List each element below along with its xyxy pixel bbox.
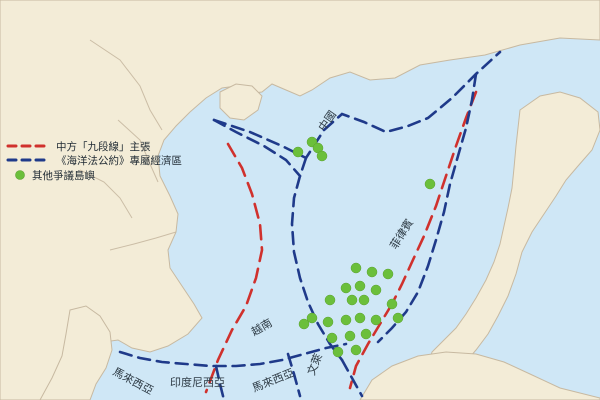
borneo-land [359,351,600,400]
internal-borders [79,39,177,251]
nine-dash-line [204,90,478,394]
island-dot [340,282,352,294]
island-dot [382,268,394,280]
island-dot [316,150,328,162]
legend: 中方「九段線」主張 《海洋法公約》專屬經濟區 其他爭議島嶼 [6,140,182,182]
island-dot [354,280,366,292]
legend-label-eez: 《海洋法公約》專屬經濟區 [56,154,182,167]
island-dot [324,294,336,306]
label-indonesia: 印度尼西亞 [170,375,225,389]
hainan-island [219,83,263,121]
island-dot [424,178,436,190]
island-dot [340,314,352,326]
legend-item-islands: 其他爭議島嶼 [15,169,95,182]
island-dot [350,262,362,274]
island-dot [370,284,382,296]
island-dot [354,312,366,324]
island-dot [332,346,344,358]
island-dot [358,294,370,306]
island-dot [346,294,358,306]
island-dot [350,344,362,356]
island-dot [322,316,334,328]
island-dot [360,328,372,340]
island-dot [292,146,304,158]
island-dot [298,318,310,330]
legend-item-nine-dash: 中方「九段線」主張 [6,140,151,153]
island-dot [370,314,382,326]
island-dot [344,330,356,342]
legend-item-eez: 《海洋法公約》專屬經濟區 [6,154,182,167]
island-dot [326,332,338,344]
island-dot [366,266,378,278]
legend-label-islands: 其他爭議島嶼 [32,169,95,182]
legend-swatch-islands [15,170,25,180]
eez-lines [118,50,502,400]
disputed-islands [292,136,436,358]
legend-label-nine-dash: 中方「九段線」主張 [56,140,151,153]
island-dot [306,312,318,324]
island-dot [392,312,404,324]
island-dot [386,298,398,310]
malay-peninsula-land [39,305,113,400]
